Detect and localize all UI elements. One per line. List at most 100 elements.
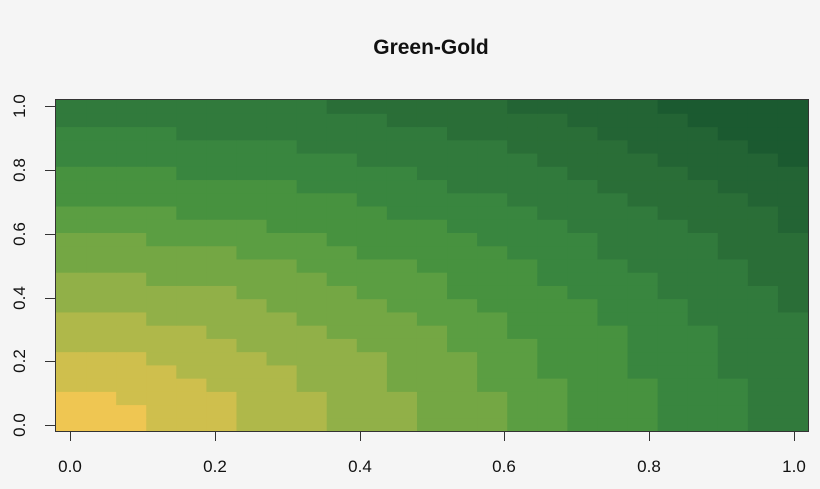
heatmap-cell xyxy=(416,113,448,128)
heatmap-plot-area xyxy=(55,99,809,432)
heatmap-cell xyxy=(86,166,117,181)
heatmap-cell xyxy=(537,152,568,167)
heatmap-cell xyxy=(477,192,508,207)
heatmap-cell xyxy=(176,378,207,392)
heatmap-cell xyxy=(356,325,388,339)
heatmap-cell xyxy=(597,272,629,286)
heatmap-cell xyxy=(176,285,207,300)
heatmap-cell xyxy=(717,285,749,300)
heatmap-cell xyxy=(597,192,629,207)
heatmap-cell xyxy=(86,272,117,286)
heatmap-cell xyxy=(176,404,207,419)
heatmap-cell xyxy=(537,404,568,419)
heatmap-cell xyxy=(627,311,659,326)
heatmap-cell xyxy=(447,139,478,154)
heatmap-cell xyxy=(356,272,388,286)
heatmap-cell xyxy=(326,258,358,273)
heatmap-cell xyxy=(747,166,779,181)
heatmap-cell xyxy=(507,258,538,273)
heatmap-cell xyxy=(236,364,268,379)
heatmap-cell xyxy=(717,100,749,114)
heatmap-cell xyxy=(416,311,448,326)
heatmap-cell xyxy=(717,245,749,260)
heatmap-cell xyxy=(296,139,328,154)
heatmap-cell xyxy=(386,126,418,141)
heatmap-cell xyxy=(627,166,659,181)
heatmap-cell xyxy=(386,378,418,392)
heatmap-cell xyxy=(326,205,358,220)
heatmap-cell xyxy=(356,232,388,247)
heatmap-cell xyxy=(86,285,117,300)
heatmap-cell xyxy=(416,364,448,379)
heatmap-cell xyxy=(507,192,538,207)
heatmap-cell xyxy=(687,152,719,167)
heatmap-cell xyxy=(447,245,478,260)
x-tick-label: 0.6 xyxy=(492,457,516,476)
heatmap-cell xyxy=(477,152,508,167)
heatmap-cell xyxy=(116,351,147,366)
heatmap-cell xyxy=(717,364,749,379)
heatmap-cell xyxy=(416,166,448,181)
heatmap-cell xyxy=(627,179,659,194)
heatmap-cell xyxy=(416,298,448,313)
heatmap-cell xyxy=(717,338,749,353)
heatmap-cell xyxy=(236,351,268,366)
heatmap-cell xyxy=(326,272,358,286)
heatmap-cell xyxy=(597,417,629,431)
heatmap-cell xyxy=(176,205,207,220)
heatmap-cell xyxy=(176,311,207,326)
heatmap-cell xyxy=(386,113,418,128)
x-tick-label: 0.2 xyxy=(203,457,227,476)
heatmap-cell xyxy=(597,139,629,154)
heatmap-cell xyxy=(477,298,508,313)
heatmap-cell xyxy=(386,311,418,326)
heatmap-cell xyxy=(236,272,268,286)
heatmap-cell xyxy=(657,113,689,128)
heatmap-cell xyxy=(567,113,599,128)
heatmap-cell xyxy=(447,205,478,220)
heatmap-cell xyxy=(447,152,478,167)
heatmap-cell xyxy=(477,338,508,353)
heatmap-cell xyxy=(116,272,147,286)
heatmap-cell xyxy=(86,325,117,339)
heatmap-cell xyxy=(687,245,719,260)
heatmap-cell xyxy=(56,232,87,247)
heatmap-cell xyxy=(206,205,238,220)
heatmap-cell xyxy=(176,179,207,194)
heatmap-cell xyxy=(537,245,568,260)
heatmap-cell xyxy=(416,245,448,260)
heatmap-cell xyxy=(266,391,298,406)
heatmap-cell xyxy=(146,152,177,167)
heatmap-cell xyxy=(567,417,599,431)
heatmap-cell xyxy=(326,351,358,366)
heatmap-cell xyxy=(386,391,418,406)
heatmap-cell xyxy=(266,404,298,419)
heatmap-cell xyxy=(687,100,719,114)
heatmap-cell xyxy=(386,192,418,207)
heatmap-cell xyxy=(176,166,207,181)
heatmap-cell xyxy=(687,378,719,392)
heatmap-cell xyxy=(206,351,238,366)
heatmap-cell xyxy=(416,391,448,406)
heatmap-cell xyxy=(86,378,117,392)
heatmap-cell xyxy=(206,311,238,326)
heatmap-cell xyxy=(447,298,478,313)
y-tick-mark xyxy=(45,106,55,107)
heatmap-cell xyxy=(416,179,448,194)
x-tick-label: 0.8 xyxy=(637,457,661,476)
heatmap-cell xyxy=(206,245,238,260)
heatmap-cell xyxy=(537,417,568,431)
heatmap-cell xyxy=(86,311,117,326)
heatmap-cell xyxy=(687,232,719,247)
heatmap-cell xyxy=(717,311,749,326)
heatmap-cell xyxy=(116,245,147,260)
heatmap-cell xyxy=(717,205,749,220)
heatmap-cell xyxy=(236,113,268,128)
heatmap-cell xyxy=(717,113,749,128)
heatmap-cell xyxy=(747,351,779,366)
heatmap-cell xyxy=(717,351,749,366)
heatmap-cell xyxy=(86,205,117,220)
heatmap-cell xyxy=(116,113,147,128)
heatmap-cell xyxy=(296,179,328,194)
heatmap-cell xyxy=(206,219,238,233)
